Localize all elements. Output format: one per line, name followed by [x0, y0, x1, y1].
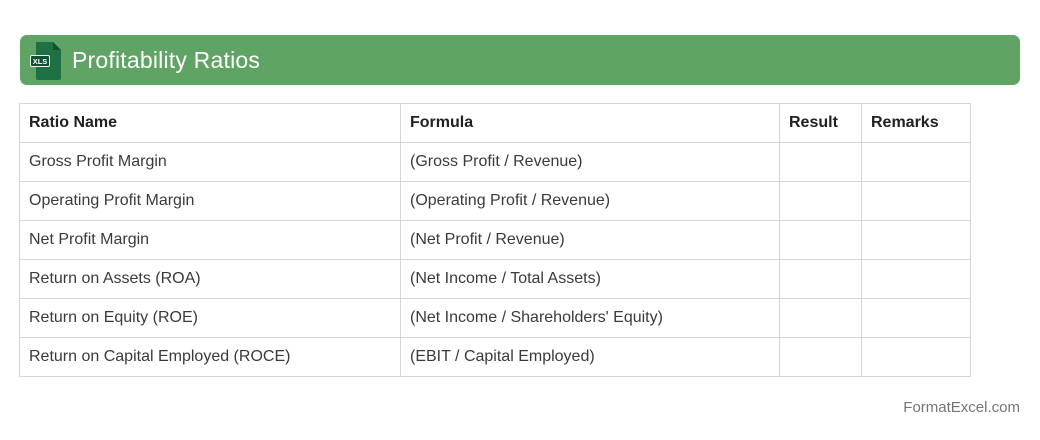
result-cell: [779, 220, 862, 260]
col-formula: Formula: [400, 103, 780, 143]
remarks-cell: [861, 181, 971, 221]
ratio-name-cell: Gross Profit Margin: [19, 142, 401, 182]
title-bar: XLS Profitability Ratios: [20, 35, 1020, 85]
formula-cell: (Net Income / Total Assets): [400, 259, 780, 299]
table-row: Return on Assets (ROA) (Net Income / Tota…: [19, 259, 971, 299]
remarks-cell: [861, 220, 971, 260]
col-result: Result: [779, 103, 862, 143]
ratios-table-body: Gross Profit Margin (Gross Profit / Reven…: [19, 142, 971, 377]
footer-credit: FormatExcel.com: [903, 399, 1020, 416]
remarks-cell: [861, 142, 971, 182]
profitability-ratios-table: Ratio Name Formula Result Remarks Gross Pro…: [19, 103, 971, 377]
table-row: Operating Profit Margin (Operating Profit…: [19, 181, 971, 221]
ratio-name-cell: Return on Capital Employed (ROCE): [19, 337, 401, 377]
formula-cell: (Gross Profit / Revenue): [400, 142, 780, 182]
formula-cell: (Operating Profit / Revenue): [400, 181, 780, 221]
ratio-name-cell: Net Profit Margin: [19, 220, 401, 260]
result-cell: [779, 142, 862, 182]
col-remarks: Remarks: [861, 103, 971, 143]
xls-icon-label: XLS: [33, 57, 48, 66]
formula-cell: (Net Income / Shareholders' Equity): [400, 298, 780, 338]
ratio-name-cell: Return on Equity (ROE): [19, 298, 401, 338]
result-cell: [779, 181, 862, 221]
table-row: Gross Profit Margin (Gross Profit / Reven…: [19, 142, 971, 182]
remarks-cell: [861, 298, 971, 338]
formula-cell: (Net Profit / Revenue): [400, 220, 780, 260]
xls-file-icon: XLS: [30, 42, 61, 80]
remarks-cell: [861, 337, 971, 377]
ratio-name-cell: Return on Assets (ROA): [19, 259, 401, 299]
formula-cell: (EBIT / Capital Employed): [400, 337, 780, 377]
table-row: Return on Equity (ROE) (Net Income / Shar…: [19, 298, 971, 338]
ratio-name-cell: Operating Profit Margin: [19, 181, 401, 221]
result-cell: [779, 298, 862, 338]
result-cell: [779, 337, 862, 377]
table-row: Return on Capital Employed (ROCE) (EBIT /…: [19, 337, 971, 377]
result-cell: [779, 259, 862, 299]
page-title: Profitability Ratios: [72, 46, 261, 73]
table-row: Net Profit Margin (Net Profit / Revenue): [19, 220, 971, 260]
remarks-cell: [861, 259, 971, 299]
col-ratio-name: Ratio Name: [19, 103, 401, 143]
table-header-row: Ratio Name Formula Result Remarks: [19, 103, 971, 143]
